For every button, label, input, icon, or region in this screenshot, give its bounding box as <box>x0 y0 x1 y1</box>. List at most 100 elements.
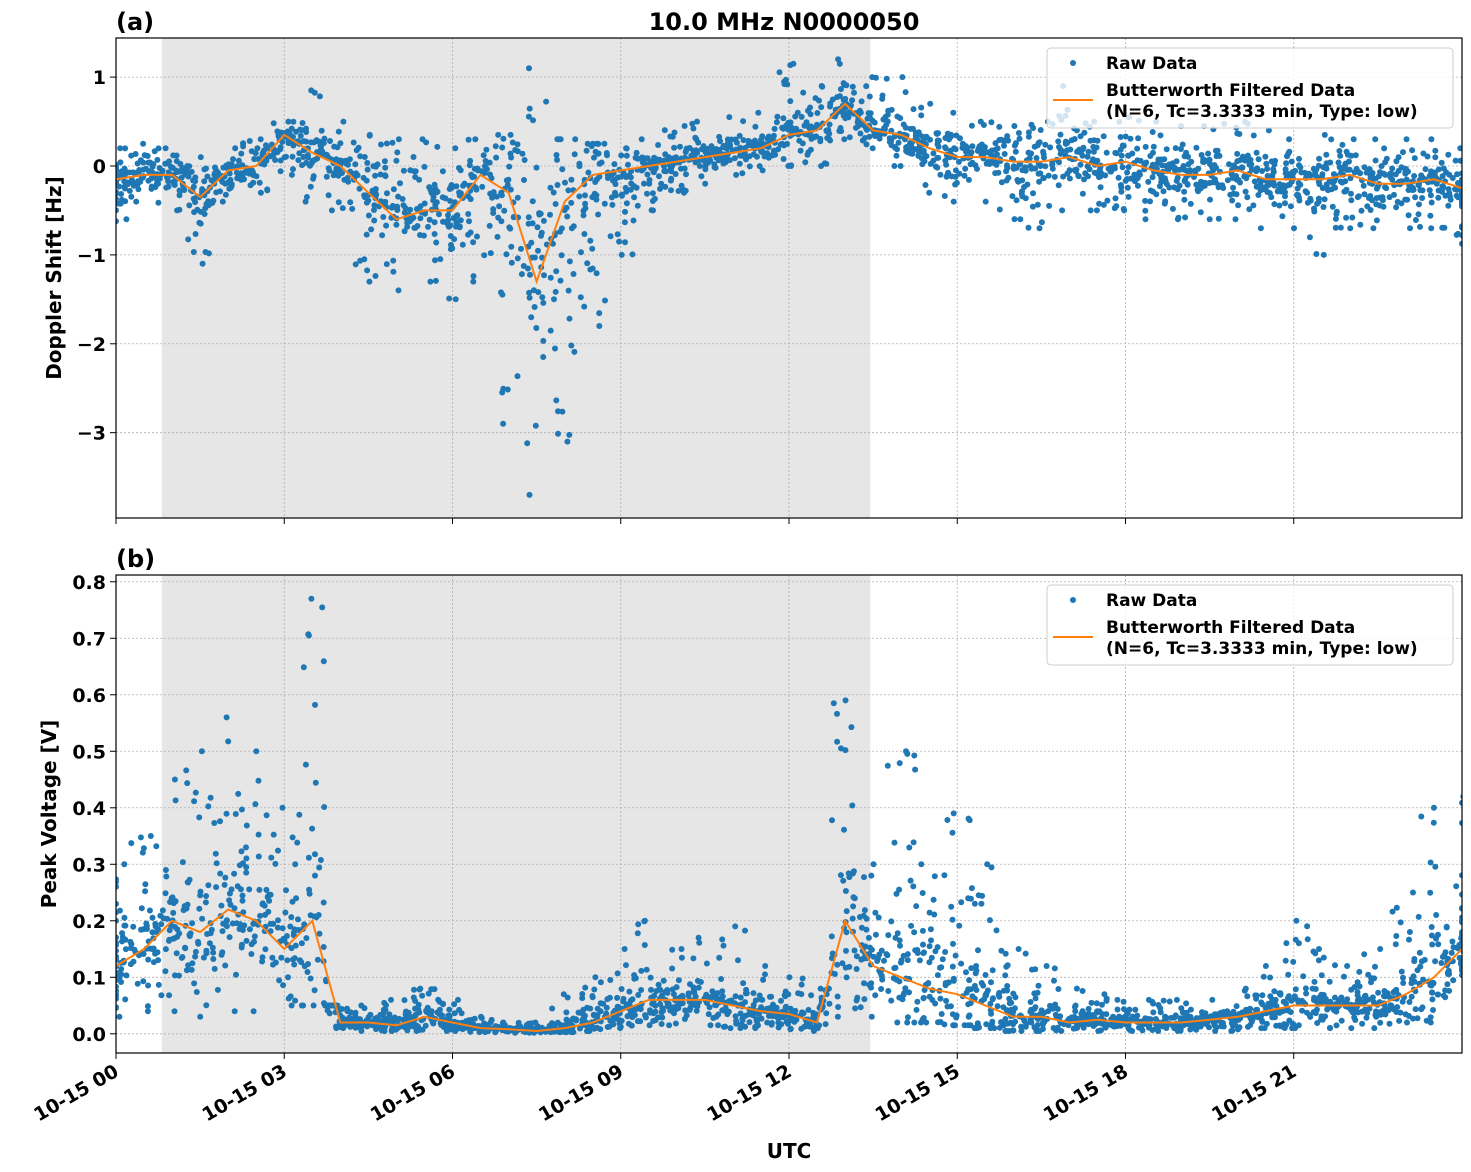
raw-data-point <box>771 125 778 132</box>
raw-data-point <box>707 1022 714 1029</box>
raw-data-point <box>935 143 942 150</box>
raw-data-point <box>499 291 506 298</box>
raw-data-point <box>199 915 206 922</box>
raw-data-point <box>206 940 213 947</box>
raw-data-point <box>1439 173 1446 180</box>
raw-data-point <box>257 912 264 919</box>
raw-data-point <box>1233 191 1240 198</box>
raw-data-point <box>1291 225 1297 232</box>
raw-data-point <box>524 265 531 272</box>
raw-data-point <box>1263 183 1270 190</box>
raw-data-point <box>162 968 169 975</box>
raw-data-point <box>1443 924 1450 931</box>
raw-data-point <box>292 861 299 868</box>
raw-data-point <box>486 159 493 166</box>
raw-data-point <box>377 171 384 178</box>
raw-data-point <box>876 951 883 958</box>
raw-data-point <box>602 297 608 304</box>
raw-data-point <box>116 1013 123 1020</box>
raw-data-point <box>1016 135 1023 142</box>
raw-data-point <box>826 1000 833 1007</box>
raw-data-point <box>366 131 373 138</box>
raw-data-point <box>421 163 428 170</box>
raw-data-point <box>352 1009 359 1016</box>
raw-data-point <box>326 1010 333 1017</box>
raw-data-point <box>119 938 125 945</box>
raw-data-point <box>352 1016 359 1023</box>
raw-data-point <box>1348 190 1354 197</box>
raw-data-point <box>1136 171 1143 178</box>
raw-data-point <box>1438 960 1445 966</box>
raw-data-point <box>1430 819 1437 826</box>
raw-data-point <box>231 870 238 877</box>
raw-data-point <box>1316 155 1323 162</box>
raw-data-point <box>628 180 635 187</box>
raw-data-point <box>547 211 553 218</box>
raw-data-point <box>425 223 431 230</box>
raw-data-point <box>465 211 472 217</box>
raw-data-point <box>644 190 650 197</box>
raw-data-point <box>239 927 246 933</box>
raw-data-point <box>1373 195 1380 202</box>
raw-data-point <box>634 1018 641 1025</box>
raw-data-point <box>1029 203 1036 210</box>
raw-data-point <box>500 135 507 142</box>
raw-data-point <box>1381 993 1388 1000</box>
raw-data-point <box>927 136 933 143</box>
raw-data-point <box>173 950 180 957</box>
raw-data-point <box>1150 143 1157 150</box>
raw-data-point <box>1179 141 1186 148</box>
raw-data-point <box>1457 145 1462 152</box>
raw-data-point <box>1424 153 1431 160</box>
raw-data-point <box>148 183 155 190</box>
raw-data-point <box>1427 1014 1434 1021</box>
raw-data-point <box>627 174 634 181</box>
raw-data-point <box>205 882 212 889</box>
raw-data-point <box>842 110 849 117</box>
raw-data-point <box>1087 207 1094 214</box>
raw-data-point <box>1012 1018 1019 1025</box>
raw-data-point <box>479 183 486 190</box>
raw-data-point <box>1341 973 1347 980</box>
raw-data-point <box>952 181 959 188</box>
raw-data-point <box>1271 161 1278 168</box>
raw-data-point <box>740 118 747 125</box>
raw-data-point <box>1082 170 1089 177</box>
raw-data-point <box>634 930 641 937</box>
raw-data-point <box>310 1002 317 1009</box>
raw-data-point <box>166 992 173 999</box>
raw-data-point <box>1121 207 1128 214</box>
raw-data-point <box>568 1029 575 1036</box>
raw-data-point <box>498 218 505 225</box>
raw-data-point <box>1253 992 1260 999</box>
raw-data-point <box>1282 957 1289 964</box>
raw-data-point <box>1409 147 1416 154</box>
raw-data-point <box>1085 1010 1092 1017</box>
raw-data-point <box>1073 166 1080 173</box>
raw-data-point <box>1168 1014 1175 1021</box>
raw-data-point <box>155 981 162 988</box>
raw-data-point <box>384 190 390 197</box>
raw-data-point <box>240 860 246 867</box>
raw-data-point <box>1172 145 1179 152</box>
panel-b: 0.00.10.20.30.40.50.60.70.810-15 00 10-15… <box>30 572 1463 1126</box>
raw-data-point <box>1227 191 1234 198</box>
raw-data-point <box>295 157 302 164</box>
raw-data-point <box>1460 793 1462 800</box>
raw-data-point <box>432 277 439 284</box>
raw-data-point <box>483 166 490 173</box>
raw-data-point <box>116 1004 119 1011</box>
raw-data-point <box>183 167 190 174</box>
raw-data-point <box>143 920 150 927</box>
raw-data-point <box>1287 203 1294 210</box>
raw-data-point <box>633 154 640 161</box>
raw-data-point <box>281 937 288 944</box>
raw-data-point <box>849 915 856 922</box>
raw-data-point <box>501 207 508 214</box>
raw-data-point <box>412 1005 419 1012</box>
raw-data-point <box>607 233 614 240</box>
raw-data-point <box>766 1005 773 1012</box>
raw-data-point <box>923 153 930 160</box>
raw-data-point <box>226 890 233 897</box>
raw-data-point <box>690 125 697 132</box>
